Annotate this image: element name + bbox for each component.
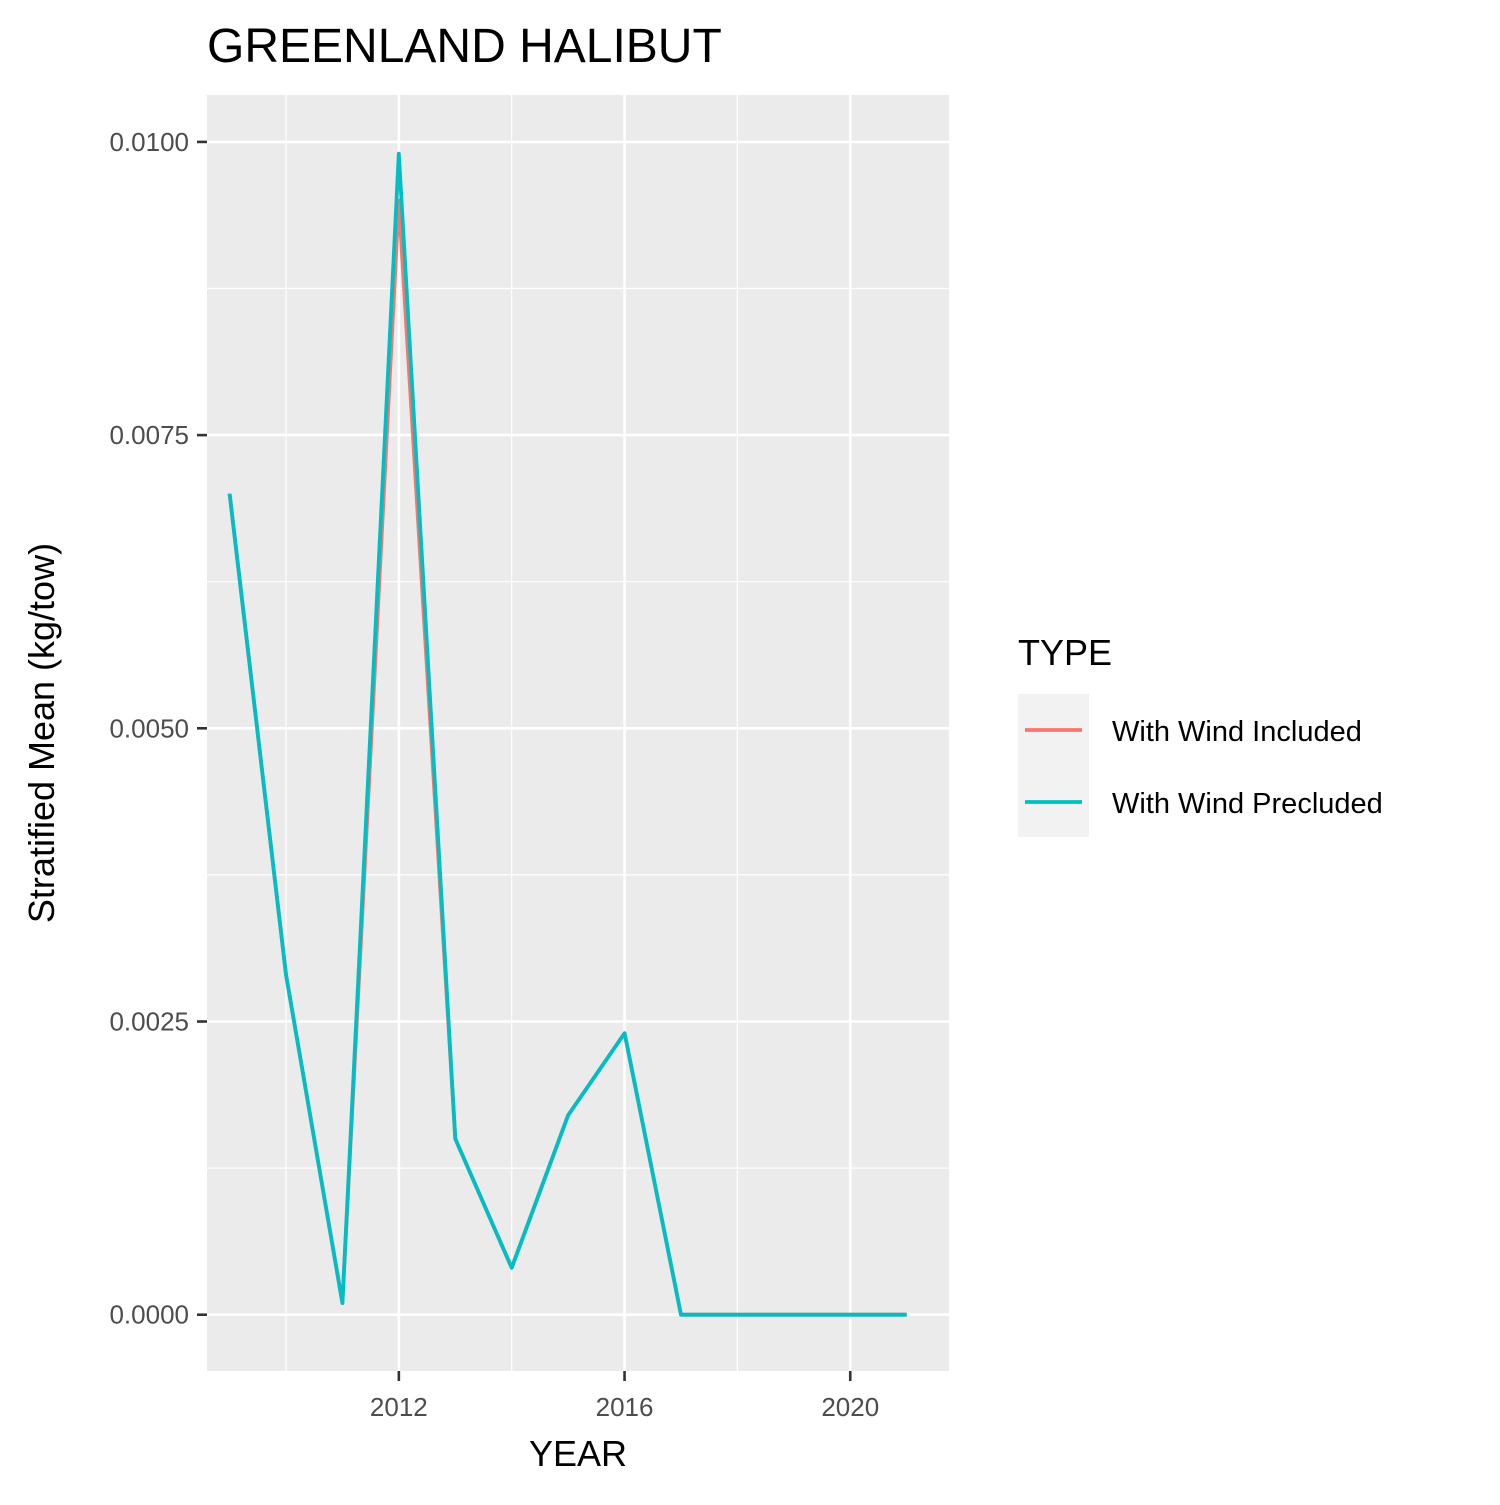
legend-keys-background (1018, 694, 1089, 837)
legend-label-1: With Wind Included (1112, 716, 1362, 748)
legend-label-2: With Wind Precluded (1112, 788, 1383, 820)
y-tick-label: 0.0100 (109, 127, 189, 157)
legend: TYPE With Wind Included With Wind Preclud… (1018, 632, 1383, 837)
x-axis: 2012 2016 2020 (370, 1371, 879, 1422)
y-tick-label: 0.0025 (109, 1007, 189, 1037)
y-tick-label: 0.0075 (109, 420, 189, 450)
y-tick-label: 0.0050 (109, 713, 189, 743)
y-tick-label: 0.0000 (109, 1300, 189, 1330)
x-tick-label: 2020 (821, 1392, 879, 1422)
grid-minor (207, 95, 949, 1371)
x-axis-title: YEAR (529, 1433, 627, 1474)
series-line-2 (227, 151, 907, 1317)
x-tick-label: 2012 (370, 1392, 428, 1422)
plot-panel (207, 95, 949, 1371)
x-tick-label: 2016 (596, 1392, 654, 1422)
series-layer (227, 151, 907, 1317)
grid-major (207, 95, 949, 1371)
legend-items: With Wind Included With Wind Precluded (1025, 716, 1383, 820)
chart-title: GREENLAND HALIBUT (207, 20, 722, 73)
y-axis: 0.0000 0.0025 0.0050 0.0075 0.0100 (109, 127, 207, 1330)
y-axis-title: Stratified Mean (kg/tow) (21, 543, 62, 923)
legend-title: TYPE (1018, 632, 1112, 673)
